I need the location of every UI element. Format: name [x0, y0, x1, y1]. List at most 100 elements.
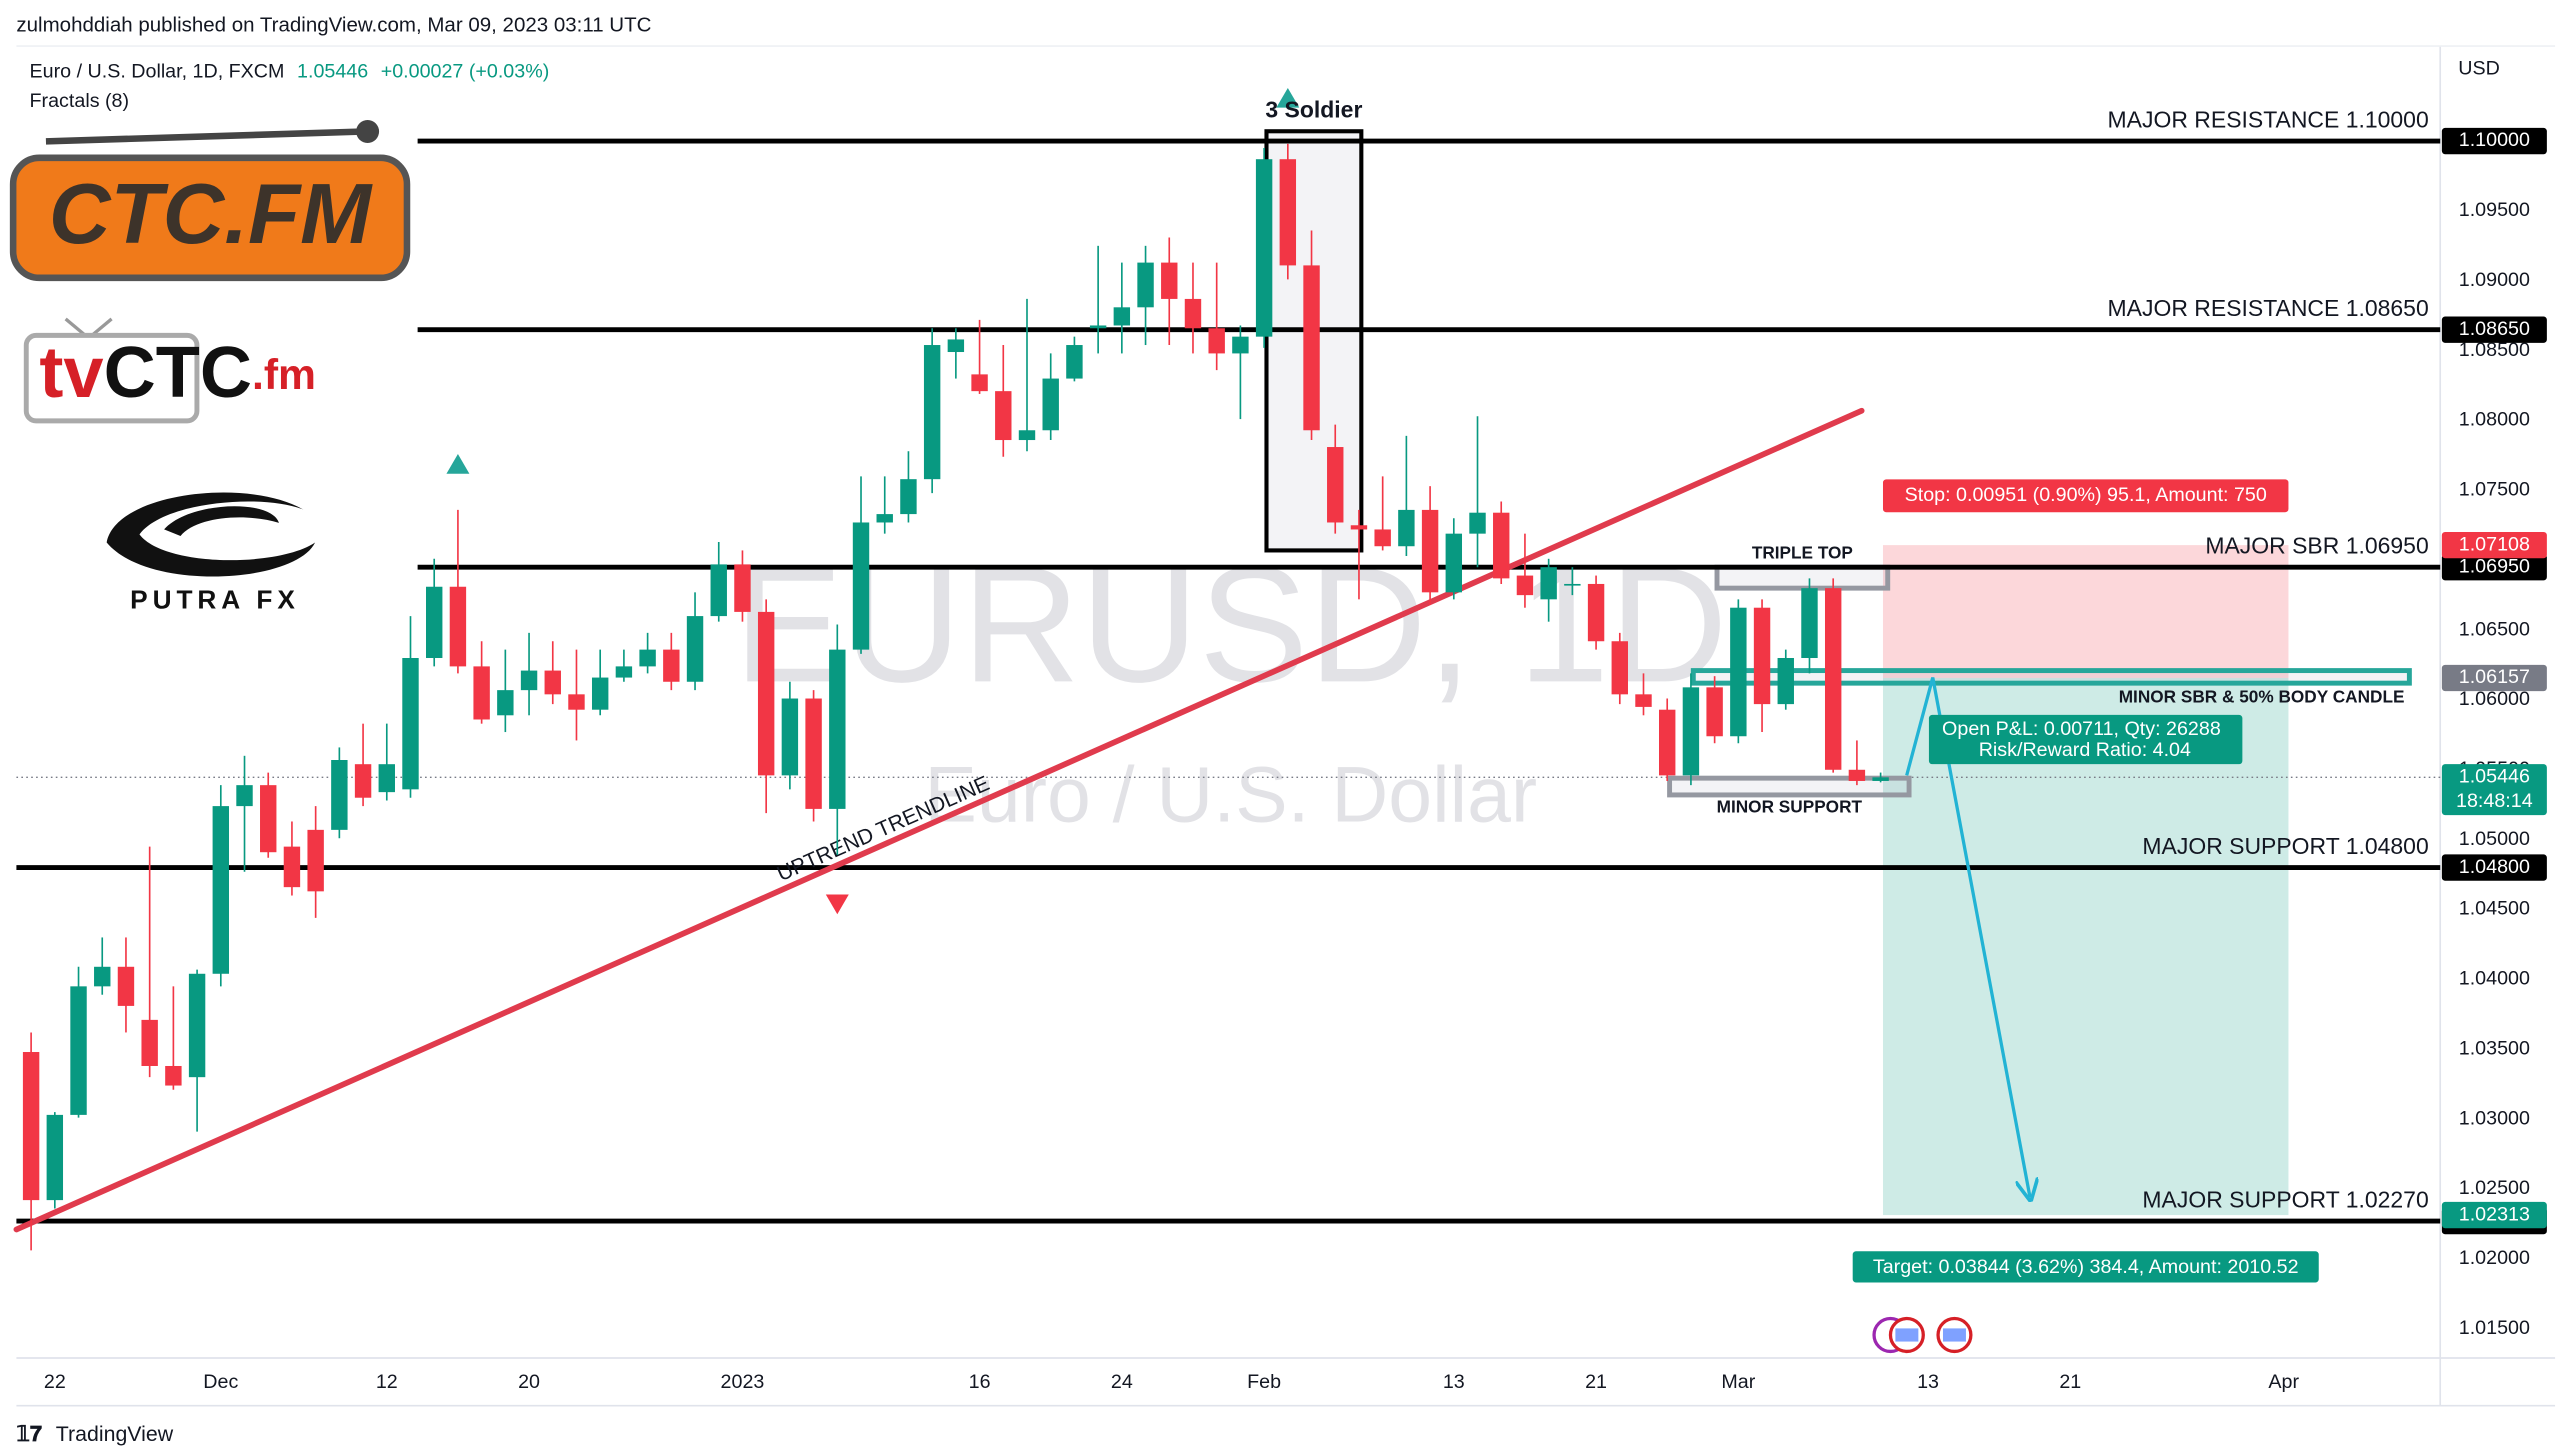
watermark: EURUSD, 1D Euro / U.S. Dollar: [734, 532, 1728, 838]
y-tick-label: 1.06000: [2459, 688, 2530, 710]
candle-body: [1777, 658, 1794, 705]
stop-label-box: [1882, 479, 2289, 513]
candle-body: [497, 690, 514, 716]
indicator-name: Fractals (8): [30, 90, 130, 112]
candle-body: [165, 1065, 182, 1086]
candle-body: [1611, 641, 1628, 695]
candle-body: [1279, 159, 1297, 266]
candle-body: [70, 986, 87, 1115]
countdown: 18:48:14: [2456, 790, 2533, 812]
candle-body: [568, 694, 585, 710]
level-tag-bg: [2441, 554, 2547, 581]
y-tick-label: 1.09000: [2459, 269, 2530, 291]
candle-body: [236, 785, 253, 807]
logo-putra: PUTRA FX: [106, 492, 316, 615]
candle-body: [1184, 298, 1202, 329]
candle-body: [1682, 687, 1700, 776]
level-tag-bg: [2441, 854, 2547, 881]
last-price-tag: 1.05446: [2459, 766, 2530, 788]
logo-tv-ear: [64, 317, 87, 337]
candle-body: [1018, 430, 1036, 441]
candle-body: [402, 658, 419, 790]
logo-tv-ear: [90, 317, 113, 337]
candle-body: [1540, 567, 1557, 600]
x-tick-label: 22: [44, 1371, 66, 1393]
x-tick-label: Apr: [2268, 1371, 2299, 1393]
x-tick-label: 16: [969, 1371, 991, 1393]
candle-body: [1066, 345, 1083, 379]
candle-body: [1327, 447, 1344, 523]
candle-body: [22, 1052, 40, 1201]
candle-body: [1587, 583, 1605, 642]
candle-body: [426, 586, 443, 659]
y-tick-label: 1.03000: [2459, 1107, 2530, 1129]
logo-tv-part: CTC: [104, 333, 252, 413]
y-tick-label: 1.01500: [2459, 1317, 2530, 1339]
candle-body: [1089, 325, 1107, 329]
x-tick-label: 13: [1443, 1371, 1465, 1393]
footer-brand: TradingView: [56, 1422, 174, 1446]
logo-swoosh: [106, 492, 316, 577]
candle-body: [1848, 769, 1866, 781]
box-label: MINOR SBR & 50% BODY CANDLE: [2119, 686, 2405, 706]
stop-label: Stop: 0.00951 (0.90%) 95.1, Amount: 750: [1905, 484, 2267, 506]
logo-antenna-tip: [356, 120, 380, 144]
candle-body: [283, 846, 301, 888]
logo-ctc-frame: [9, 154, 411, 282]
candle-body: [331, 760, 348, 830]
last-price-tag-bg: [2441, 764, 2547, 816]
candle-body: [354, 764, 372, 798]
y-tick-label: 1.09500: [2459, 199, 2530, 221]
event-flag: [1942, 1328, 1966, 1342]
y-tick-label: 1.06500: [2459, 618, 2530, 640]
candle-body: [1208, 328, 1225, 354]
logo-tv-part: .fm: [252, 351, 316, 399]
candle-body: [1350, 525, 1368, 530]
candle-body: [378, 764, 395, 793]
y-tick-label: 1.02000: [2459, 1247, 2530, 1269]
box-label: 3 Soldier: [1265, 97, 1362, 123]
logo-tv-text: tvCTC.fm: [39, 333, 316, 413]
candle-body: [212, 806, 230, 974]
entry-tag-bg: [2441, 664, 2547, 692]
candle-body: [995, 391, 1012, 441]
candle-body: [781, 698, 799, 776]
candle-body: [686, 616, 704, 682]
candle-body: [591, 677, 609, 710]
level-tag: 1.08650: [2459, 318, 2530, 340]
target-tag-bg: [2441, 1201, 2547, 1229]
annotation-box: [1714, 564, 1891, 591]
y-tick-label: 1.05000: [2459, 828, 2530, 850]
candle-body: [1753, 607, 1771, 705]
candle-body: [1469, 512, 1486, 534]
candle-body: [1564, 583, 1581, 586]
fractal-down: [825, 894, 849, 915]
candle-body: [971, 374, 988, 392]
plot-area: 1.01500 1.02000 1.02500 1.03000 1.03500 1.040…: [13, 87, 2547, 1393]
candle-body: [947, 339, 965, 353]
x-tick-label: Mar: [1721, 1371, 1755, 1393]
candle-body: [734, 564, 751, 612]
y-tick-label: 1.02500: [2459, 1177, 2530, 1199]
watermark-description: Euro / U.S. Dollar: [924, 750, 1537, 838]
annotation-box: [1667, 775, 1912, 798]
candle-body: [1042, 378, 1059, 431]
x-tick-label: 2023: [721, 1371, 765, 1393]
candle-body: [1635, 694, 1652, 707]
candle-body: [1445, 533, 1463, 593]
candle-body: [1730, 607, 1747, 737]
publisher: zulmohddiah published on TradingView.com…: [16, 14, 651, 37]
stop-tag-bg: [2441, 531, 2547, 559]
logo-ctc-text: CTC.FM: [49, 167, 373, 262]
candle-body: [876, 514, 893, 523]
symbol-info: Euro / U.S. Dollar, 1D, FXCM: [30, 61, 285, 83]
price-change: +0.00027 (+0.03%): [381, 61, 550, 83]
level-tag-bg: [2441, 127, 2547, 155]
candle-body: [1824, 588, 1842, 770]
candle-body: [829, 649, 846, 809]
candle-body: [639, 649, 656, 667]
watermark-symbol: EURUSD, 1D: [734, 532, 1728, 716]
level-label: MAJOR RESISTANCE 1.10000: [2108, 106, 2429, 132]
